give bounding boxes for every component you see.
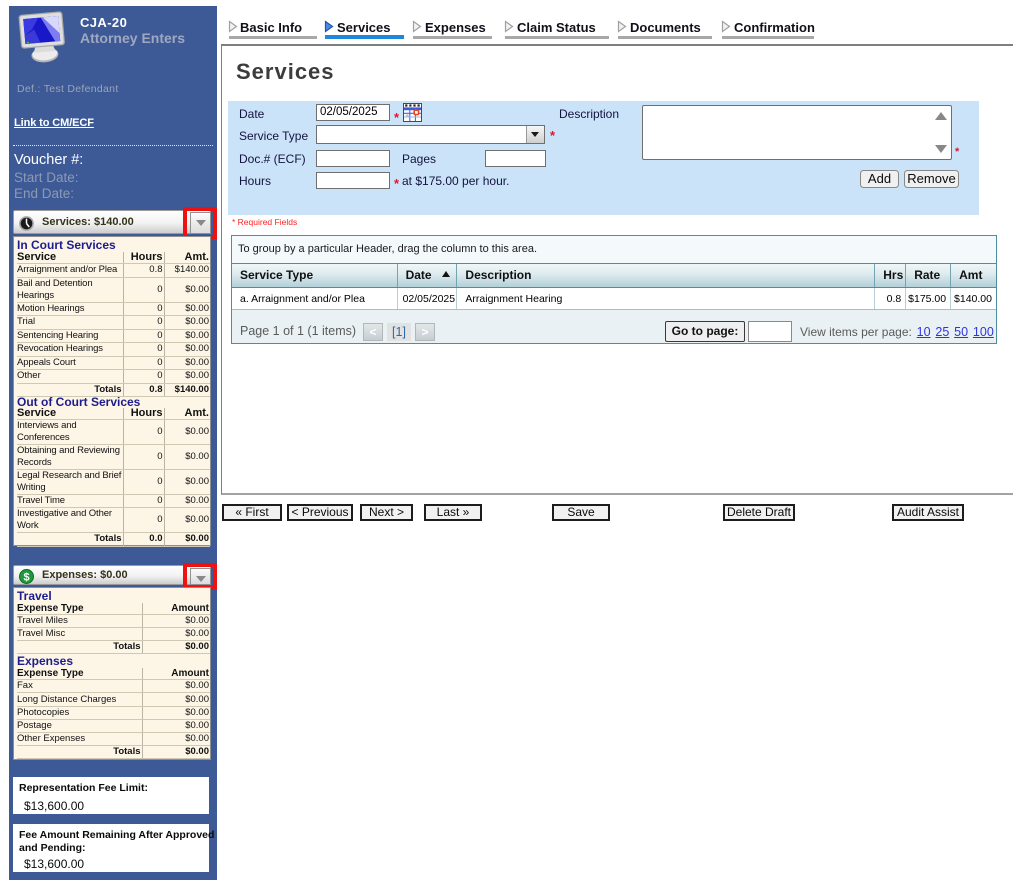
svg-text:$: $ (23, 571, 29, 583)
